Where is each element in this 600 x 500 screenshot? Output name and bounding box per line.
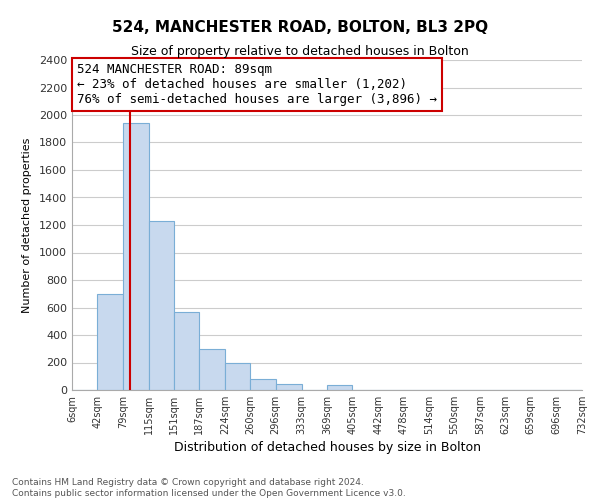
- Bar: [276, 384, 302, 390]
- Bar: [327, 385, 352, 390]
- Bar: [225, 362, 250, 390]
- Bar: [149, 221, 174, 390]
- Text: 524 MANCHESTER ROAD: 89sqm
← 23% of detached houses are smaller (1,202)
76% of s: 524 MANCHESTER ROAD: 89sqm ← 23% of deta…: [77, 64, 437, 106]
- X-axis label: Distribution of detached houses by size in Bolton: Distribution of detached houses by size …: [173, 441, 481, 454]
- Text: 524, MANCHESTER ROAD, BOLTON, BL3 2PQ: 524, MANCHESTER ROAD, BOLTON, BL3 2PQ: [112, 20, 488, 35]
- Bar: [199, 349, 225, 390]
- Text: Contains HM Land Registry data © Crown copyright and database right 2024.
Contai: Contains HM Land Registry data © Crown c…: [12, 478, 406, 498]
- Bar: [250, 379, 276, 390]
- Y-axis label: Number of detached properties: Number of detached properties: [22, 138, 32, 312]
- Bar: [123, 123, 149, 390]
- Bar: [97, 294, 123, 390]
- Bar: [174, 312, 199, 390]
- Text: Size of property relative to detached houses in Bolton: Size of property relative to detached ho…: [131, 45, 469, 58]
